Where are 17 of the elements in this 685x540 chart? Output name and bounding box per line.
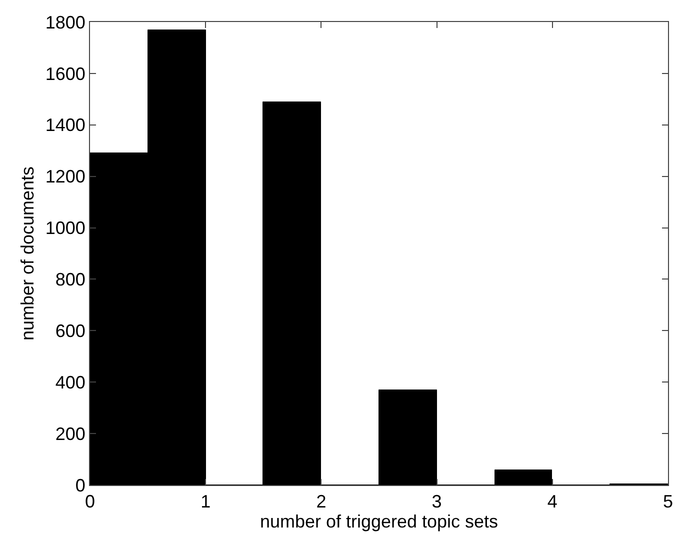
x-tick-label: 5 (662, 492, 674, 512)
x-axis-title: number of triggered topic sets (260, 512, 498, 532)
y-tick-label: 1200 (45, 166, 86, 187)
x-tick-label: 2 (316, 492, 326, 512)
y-tick-label: 200 (55, 424, 86, 444)
y-tick-label: 400 (55, 372, 86, 392)
y-tick-label: 1400 (45, 115, 86, 136)
x-tick-label: 1 (200, 492, 211, 512)
y-axis-title: number of documents (18, 166, 38, 341)
x-tick-label: 3 (432, 492, 442, 512)
x-tick-label: 4 (547, 492, 558, 512)
y-tick-label: 800 (55, 270, 86, 290)
y-tick-label: 600 (55, 320, 86, 341)
y-tick-label: 1600 (45, 64, 86, 84)
y-tick-label: 1800 (45, 12, 86, 32)
y-tick-label: 1000 (45, 218, 86, 238)
y-tick-label: 0 (75, 475, 86, 496)
